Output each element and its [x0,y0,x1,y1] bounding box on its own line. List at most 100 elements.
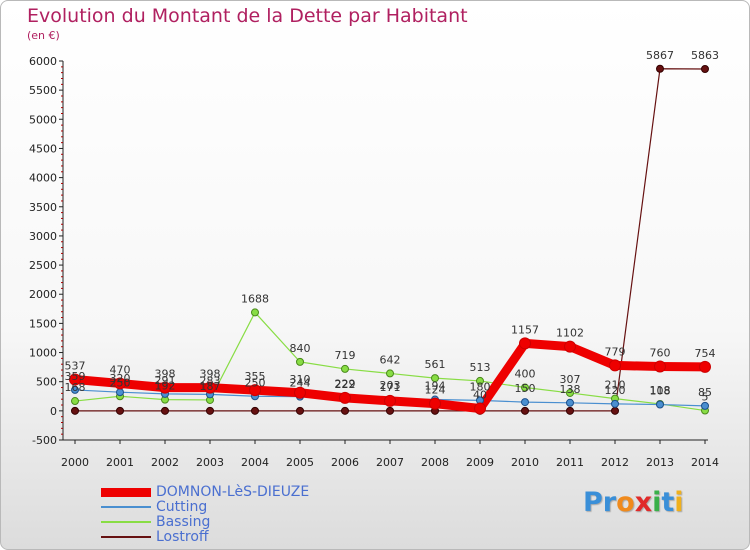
data-point [71,385,79,394]
y-tick-label: 500 [36,376,57,389]
data-point [654,360,666,373]
data-point [431,374,439,383]
y-tick-label: 1500 [29,317,57,330]
data-point [429,397,441,410]
x-tick-label: 2001 [106,456,134,469]
data-label: 359 [65,370,86,383]
data-label: 283 [200,374,221,387]
logo-letter: o [616,487,635,518]
logo-letter: t [661,487,675,518]
x-tick-label: 2008 [421,456,449,469]
logo-letter: i [674,487,684,518]
y-tick-label: 5000 [29,113,57,126]
data-point [116,388,124,397]
legend-label: Bassing [156,514,211,530]
data-point [251,308,259,317]
data-label: 537 [65,360,86,373]
legend-swatch [101,521,151,523]
data-point [656,64,664,73]
data-point [521,406,529,415]
data-point [294,386,306,399]
data-label: 840 [290,342,311,355]
data-label: 355 [245,370,266,383]
data-point [609,359,621,372]
data-point [701,401,709,410]
y-tick-label: 2000 [29,288,57,301]
data-label: 138 [560,383,581,396]
data-point [611,406,619,415]
logo-letter: x [634,487,653,518]
x-tick-label: 2003 [196,456,224,469]
data-label: 760 [650,347,671,360]
legend-swatch [101,506,151,508]
data-label: 150 [515,382,536,395]
data-label: 320 [110,372,131,385]
y-tick-label: 1000 [29,347,57,360]
data-point [249,384,261,397]
data-point [386,406,394,415]
data-point [114,377,126,390]
data-label: 719 [335,349,356,362]
data-point [566,398,574,407]
data-point [71,406,79,415]
x-tick-label: 2005 [286,456,314,469]
data-label: 192 [155,380,176,393]
data-point [519,337,531,350]
data-label: 250 [110,376,131,389]
x-tick-label: 2004 [241,456,269,469]
data-point [701,64,709,73]
data-label: 1688 [241,292,269,305]
data-label: 754 [695,347,716,360]
x-tick-label: 2013 [646,456,674,469]
data-label: 171 [380,381,401,394]
data-label: 244 [290,377,311,390]
data-label: 222 [335,378,356,391]
data-label: 398 [155,368,176,381]
data-label: 1157 [511,323,539,336]
legend-label: Lostroff [156,529,209,545]
y-tick-label: 5500 [29,84,57,97]
y-tick-label: 4500 [29,142,57,155]
y-tick-label: 3000 [29,230,57,243]
x-tick-label: 2002 [151,456,179,469]
data-point [564,340,576,353]
data-label: 203 [380,379,401,392]
data-label: 561 [425,358,446,371]
chart-title: Evolution du Montant de la Dette par Hab… [27,5,468,27]
data-point [251,406,259,415]
data-point [656,400,664,409]
y-tick-label: -500 [32,434,57,447]
data-label: 470 [110,363,131,376]
logo-letter: r [602,487,617,518]
data-label: 108 [650,385,671,398]
y-tick-label: 4000 [29,172,57,185]
x-tick-label: 2012 [601,456,629,469]
y-tick-label: 2500 [29,259,57,272]
data-label: 642 [380,353,401,366]
data-label: 250 [245,376,266,389]
legend-label: DOMNON-LèS-DIEUZE [156,484,310,500]
data-point [296,406,304,415]
data-point [566,388,574,397]
chart-subtitle: (en €) [27,29,60,42]
x-tick-label: 2009 [466,456,494,469]
data-label: 168 [65,381,86,394]
y-tick-label: 6000 [29,55,57,68]
data-point [339,391,351,404]
data-point [384,394,396,407]
data-label: 5867 [646,49,674,62]
data-point [521,398,529,407]
data-label: 400 [515,368,536,381]
data-label: 229 [335,377,356,390]
data-label: 194 [425,380,446,393]
data-label: 210 [605,379,626,392]
data-label: 5863 [691,49,719,62]
y-tick-label: 0 [50,405,57,418]
y-tick-label: 3500 [29,201,57,214]
data-label: 513 [470,361,491,374]
data-point [476,376,484,385]
data-point [566,406,574,415]
x-tick-label: 2011 [556,456,584,469]
data-point [699,360,711,373]
